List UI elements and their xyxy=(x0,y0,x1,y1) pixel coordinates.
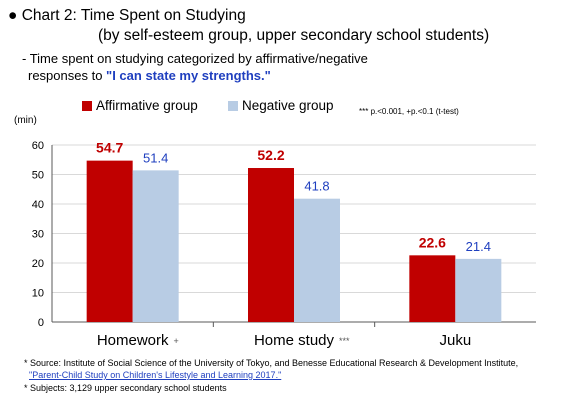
data-label: 52.2 xyxy=(257,147,284,163)
y-tick-label: 60 xyxy=(32,140,44,152)
legend-label-negative: Negative group xyxy=(242,98,334,113)
y-tick-label: 50 xyxy=(32,170,44,182)
legend-label-affirmative: Affirmative group xyxy=(96,98,198,113)
chart-subtitle-line1: - Time spent on studying categorized by … xyxy=(22,51,368,66)
significance-note: *** p.<0.001, +p.<0.1 (t-test) xyxy=(359,107,459,116)
legend-swatch-negative xyxy=(228,100,238,111)
chart-title: Chart 2: Time Spent on Studying xyxy=(21,7,246,24)
data-label: 51.4 xyxy=(143,150,168,165)
y-tick-label: 0 xyxy=(38,317,44,329)
chart-title-line1: ● Chart 2: Time Spent on Studying xyxy=(8,6,246,26)
bar-affirmative xyxy=(409,255,456,322)
footnote-source-link-wrap: "Parent-Child Study on Children's Lifest… xyxy=(29,370,281,380)
subtitle-prefix: responses to xyxy=(28,68,107,83)
bar-affirmative xyxy=(86,160,133,322)
chart-title-line2: (by self-esteem group, upper secondary s… xyxy=(98,27,490,44)
data-label: 21.4 xyxy=(466,239,491,254)
bar-negative xyxy=(294,198,340,322)
data-label: 22.6 xyxy=(419,234,446,250)
bullet-icon: ● xyxy=(8,7,18,24)
y-tick-label: 20 xyxy=(32,258,44,270)
significance-mark: + xyxy=(174,336,179,346)
subtitle-quote: "I can state my strengths." xyxy=(106,68,271,83)
footnote-subjects: * Subjects: 3,129 upper secondary school… xyxy=(24,383,227,393)
y-tick-label: 10 xyxy=(32,288,44,300)
y-tick-label: 40 xyxy=(32,199,44,211)
data-label: 41.8 xyxy=(304,179,329,194)
y-axis-unit: (min) xyxy=(14,115,37,126)
legend-swatch-affirmative xyxy=(82,100,92,111)
x-tick-label: Homework xyxy=(97,332,169,349)
bar-negative xyxy=(455,258,502,322)
y-tick-label: 30 xyxy=(32,229,44,241)
legend-item-affirmative: Affirmative group xyxy=(82,98,198,113)
bar-affirmative xyxy=(248,168,294,322)
significance-mark: *** xyxy=(339,336,350,346)
x-tick-label: Home study xyxy=(254,332,335,349)
legend-item-negative: Negative group xyxy=(228,98,334,113)
source-link[interactable]: "Parent-Child Study on Children's Lifest… xyxy=(29,370,282,380)
footnote-source: * Source: Institute of Social Science of… xyxy=(24,358,519,368)
data-label: 54.7 xyxy=(96,140,123,156)
chart-subtitle-line2: responses to "I can state my strengths." xyxy=(28,68,271,83)
bar-negative xyxy=(132,170,179,322)
x-tick-label: Juku xyxy=(439,332,471,349)
